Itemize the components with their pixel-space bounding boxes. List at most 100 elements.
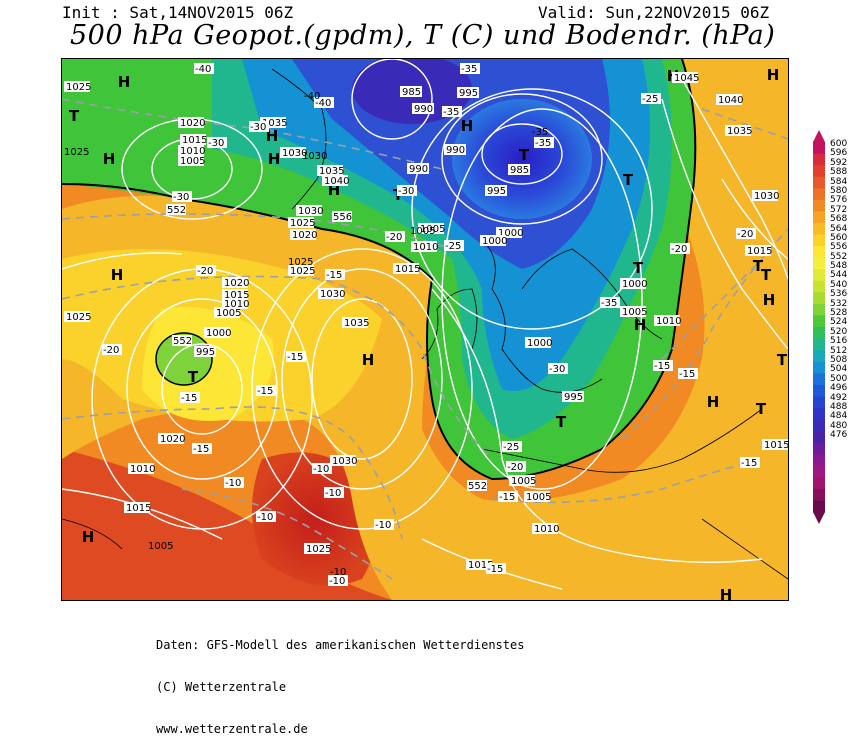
colorbar-cell [813, 431, 825, 444]
svg-text:1030: 1030 [298, 206, 323, 217]
colorbar-cell [813, 292, 825, 305]
colorbar-label: 488 [830, 401, 848, 412]
svg-text:1000: 1000 [527, 338, 552, 349]
low-center: T [69, 107, 80, 125]
svg-text:1025: 1025 [290, 218, 315, 229]
svg-text:-40: -40 [315, 98, 331, 109]
svg-text:990: 990 [414, 104, 433, 115]
svg-text:995: 995 [564, 392, 583, 403]
low-center: T [188, 368, 199, 386]
high-center: H [103, 150, 116, 168]
colorbar-label: 536 [830, 289, 848, 300]
svg-text:-30: -30 [250, 122, 266, 133]
svg-text:1030: 1030 [302, 151, 327, 162]
low-center: T [777, 351, 788, 369]
svg-text:-25: -25 [642, 94, 658, 105]
colorbar-cell [813, 488, 825, 501]
svg-text:1030: 1030 [754, 191, 779, 202]
svg-text:990: 990 [446, 145, 465, 156]
weather-map: H H H H H H H H H H H H H H H T T T T T … [61, 58, 789, 601]
high-center: H [707, 393, 720, 411]
colorbar-label: 540 [830, 279, 848, 290]
colorbar-cell [813, 407, 825, 420]
svg-text:-30: -30 [398, 186, 414, 197]
colorbar-label: 496 [830, 383, 848, 394]
svg-text:-15: -15 [181, 393, 197, 404]
svg-text:1025: 1025 [64, 147, 89, 158]
svg-text:1000: 1000 [498, 228, 523, 239]
svg-text:995: 995 [196, 347, 215, 358]
colorbar-cell [813, 442, 825, 455]
svg-text:-15: -15 [654, 361, 670, 372]
colorbar-cell [813, 246, 825, 259]
svg-text:1015: 1015 [224, 290, 249, 301]
colorbar-label: 520 [830, 326, 848, 337]
svg-text:-10: -10 [257, 512, 273, 523]
valid-time: Valid: Sun,22NOV2015 06Z [538, 3, 770, 22]
svg-text:1035: 1035 [319, 166, 344, 177]
svg-text:1015: 1015 [126, 503, 151, 514]
init-time: Init : Sat,14NOV2015 06Z [62, 3, 294, 22]
colorbar-label: 596 [830, 148, 848, 159]
svg-text:1015: 1015 [182, 135, 207, 146]
colorbar-cell [813, 234, 825, 247]
svg-text:-20: -20 [103, 345, 119, 356]
colorbar-cell [813, 373, 825, 386]
map-title: 500 hPa Geopot.(gpdm), T (C) und Bodendr… [70, 20, 776, 51]
high-center: H [268, 150, 281, 168]
colorbar-label: 504 [830, 364, 848, 375]
colorbar-cell [813, 165, 825, 178]
svg-text:1035: 1035 [727, 126, 752, 137]
svg-text:1005: 1005 [622, 307, 647, 318]
svg-text:-15: -15 [679, 369, 695, 380]
credits-copyright: (C) Wetterzentrale [156, 680, 287, 694]
svg-text:1045: 1045 [674, 73, 699, 84]
colorbar-label: 592 [830, 157, 848, 168]
svg-text:1000: 1000 [622, 279, 647, 290]
svg-text:1040: 1040 [718, 95, 743, 106]
colorbar-label: 576 [830, 195, 848, 206]
svg-text:1010: 1010 [413, 242, 438, 253]
colorbar-label: 516 [830, 336, 848, 347]
isobar-lines [62, 59, 788, 590]
colorbar-label: 548 [830, 261, 848, 272]
svg-text:1005: 1005 [511, 476, 536, 487]
high-center: H [767, 66, 780, 84]
high-center: H [118, 73, 131, 91]
svg-text:1030: 1030 [332, 456, 357, 467]
colorbar-label: 588 [830, 167, 848, 178]
svg-text:-10: -10 [325, 488, 341, 499]
svg-text:556: 556 [333, 212, 352, 223]
svg-text:-30: -30 [208, 138, 224, 149]
svg-text:-15: -15 [326, 270, 342, 281]
svg-text:1035: 1035 [344, 318, 369, 329]
low-center: T [761, 266, 772, 284]
svg-text:-40: -40 [304, 91, 320, 102]
colorbar-label: 600 [830, 139, 848, 149]
svg-text:985: 985 [510, 165, 529, 176]
colorbar-label: 560 [830, 232, 848, 243]
low-center: T [633, 259, 644, 277]
svg-text:1015: 1015 [395, 264, 420, 275]
svg-text:-15: -15 [287, 352, 303, 363]
svg-text:-30: -30 [549, 364, 565, 375]
colorbar-label: 476 [830, 430, 848, 441]
contour-552 [62, 59, 697, 481]
colorbar-cell [813, 396, 825, 409]
svg-text:1005: 1005 [526, 492, 551, 503]
svg-text:-10: -10 [329, 576, 345, 587]
high-center: H [634, 316, 647, 334]
svg-text:-15: -15 [487, 564, 503, 575]
credits-website: www.wetterzentrale.de [156, 722, 308, 736]
low-center: T [623, 171, 634, 189]
svg-text:1010: 1010 [224, 299, 249, 310]
low-center: T [519, 146, 530, 164]
colorbar-cell [813, 454, 825, 467]
svg-text:-10: -10 [313, 464, 329, 475]
high-center: H [111, 266, 124, 284]
svg-text:-15: -15 [499, 492, 515, 503]
colorbar-label: 492 [830, 392, 848, 403]
colorbar-label: 532 [830, 298, 848, 309]
svg-text:-30: -30 [173, 192, 189, 203]
colorbar-label: 544 [830, 270, 848, 281]
